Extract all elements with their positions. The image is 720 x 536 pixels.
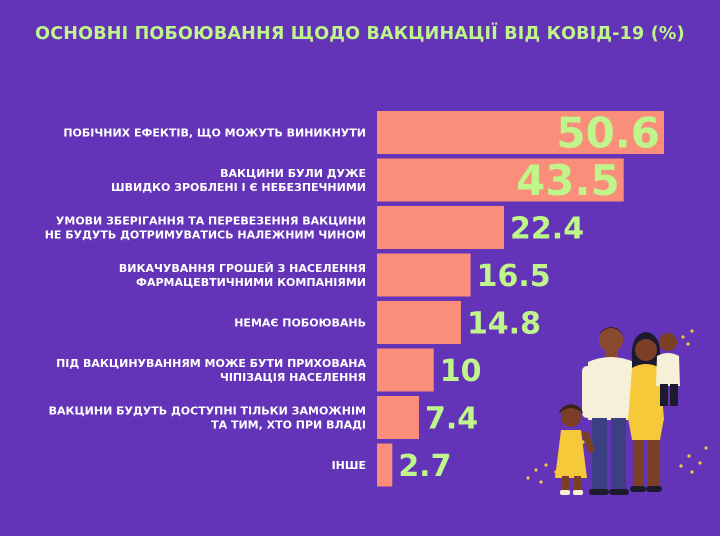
category-label-8: ІНШЕ (332, 459, 366, 472)
bar-1 (377, 111, 664, 154)
category-label-1: ПОБІЧНИХ ЕФЕКТІВ, ЩО МОЖУТЬ ВИНИКНУТИ (63, 127, 366, 140)
value-label-2: 43.5 (516, 156, 620, 205)
category-label-3: УМОВИ ЗБЕРІГАННЯ ТА ПЕРЕВЕЗЕННЯ ВАКЦИНИ Н… (45, 215, 366, 242)
value-label-5: 14.8 (467, 307, 541, 342)
chart-title: ОСНОВНІ ПОБОЮВАННЯ ЩОДО ВАКЦИНАЦІЇ ВІД К… (35, 24, 685, 44)
value-label-3: 22.4 (510, 212, 584, 247)
value-label-7: 7.4 (425, 402, 478, 437)
value-label-4: 16.5 (477, 259, 551, 294)
bar-6 (377, 348, 434, 392)
father-figure (582, 327, 640, 495)
category-label-4: ВИКАЧУВАННЯ ГРОШЕЙ З НАСЕЛЕННЯ ФАРМАЦЕВТИ… (119, 262, 366, 289)
mother-figure (628, 332, 664, 492)
value-label-1: 50.6 (556, 109, 660, 158)
boy-figure (656, 333, 680, 406)
category-label-2: ВАКЦИНИ БУЛИ ДУЖЕ ШВИДКО ЗРОБЛЕНІ І Є НЕБ… (111, 167, 366, 194)
category-label-6: ПІД ВАКЦИНУВАННЯМ МОЖЕ БУТИ ПРИХОВАНА ЧІП… (56, 357, 366, 384)
category-label-7: ВАКЦИНИ БУДУТЬ ДОСТУПНІ ТІЛЬКИ ЗАМОЖНІМ Т… (49, 405, 366, 432)
confetti-dots (526, 329, 708, 484)
bar-4 (377, 253, 471, 297)
value-label-8: 2.7 (398, 449, 451, 484)
bar-3 (377, 206, 505, 249)
category-label-5: НЕМАЄ ПОБОЮВАНЬ (234, 317, 366, 330)
bar-5 (377, 301, 461, 344)
value-label-6: 10 (440, 354, 482, 389)
bar-7 (377, 396, 419, 439)
girl-figure (555, 404, 595, 495)
bar-8 (377, 443, 393, 487)
bar-2 (377, 158, 624, 202)
